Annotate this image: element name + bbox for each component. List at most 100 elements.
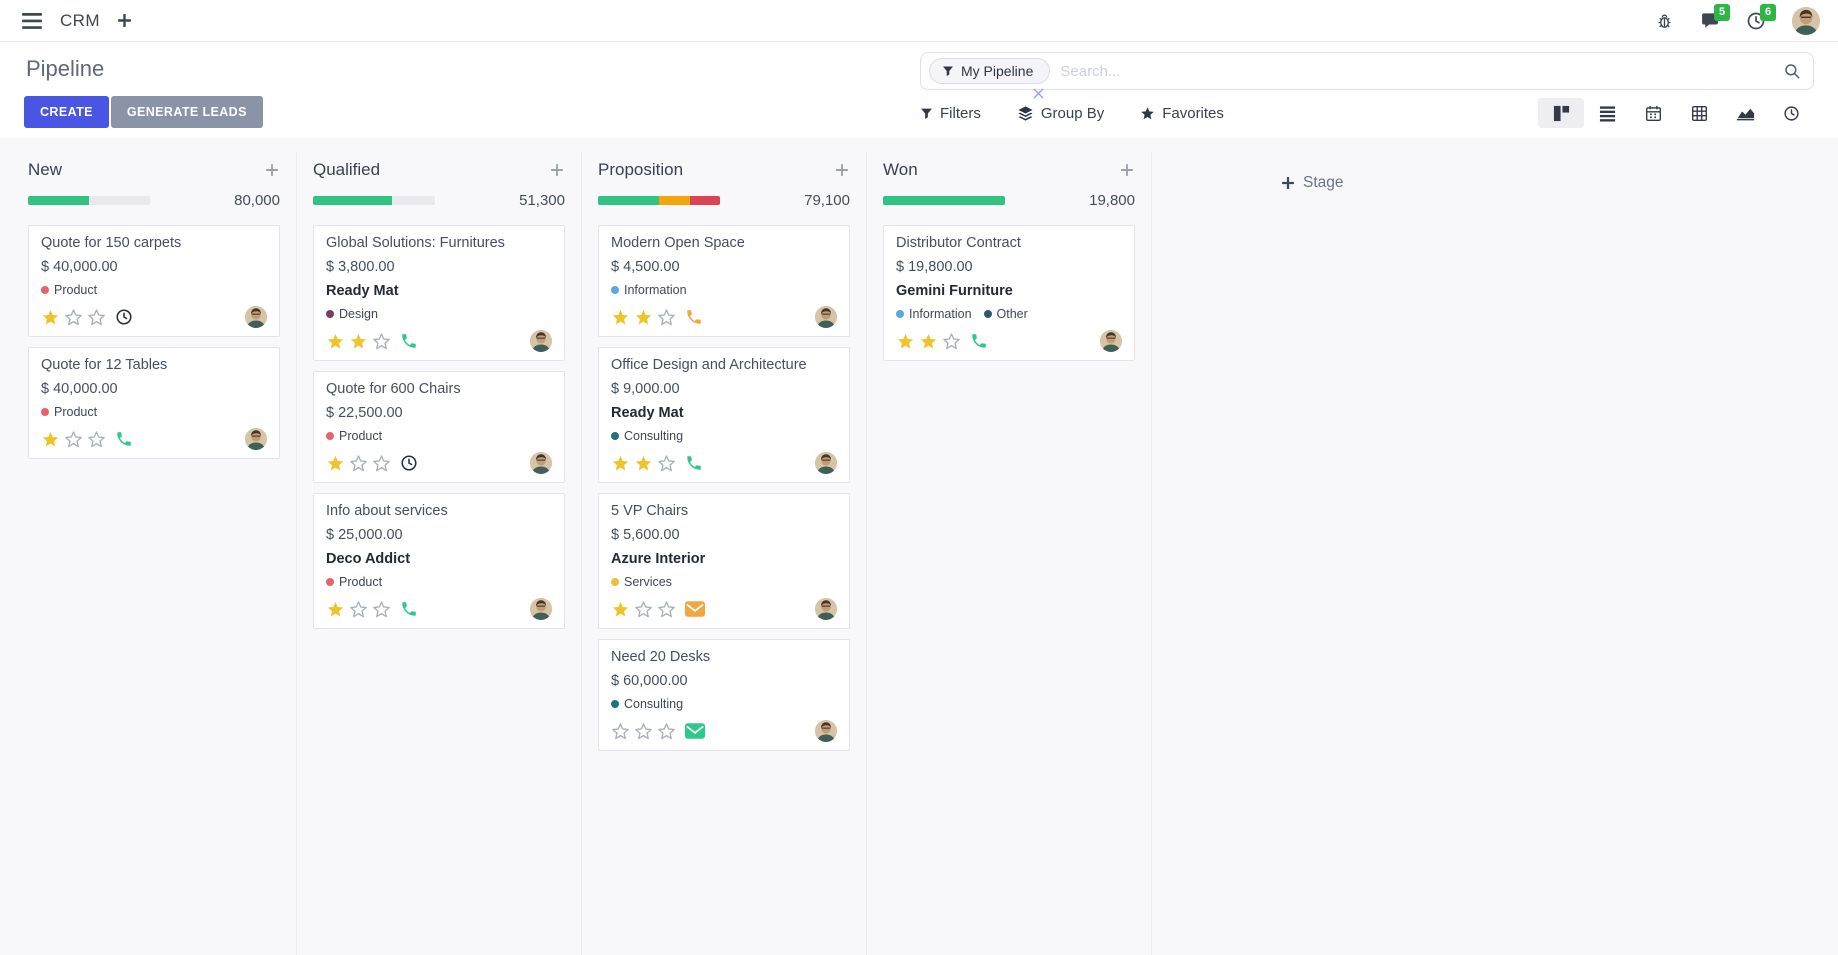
calendar-view-icon[interactable] — [1630, 98, 1676, 128]
column-progressbar[interactable] — [313, 196, 435, 205]
star-empty-icon[interactable] — [657, 722, 676, 741]
search-bar[interactable]: My Pipeline — [920, 52, 1814, 99]
kanban-card[interactable]: Quote for 12 Tables $ 40,000.00 Product — [28, 347, 280, 459]
clock-activity-icon[interactable] — [115, 308, 133, 326]
filters-menu[interactable]: Filters — [920, 105, 981, 122]
progress-segment[interactable] — [689, 196, 720, 205]
debug-bug-icon[interactable] — [1655, 12, 1674, 30]
star-filled-icon[interactable] — [611, 454, 630, 473]
search-input[interactable] — [1050, 62, 1783, 80]
star-empty-icon[interactable] — [87, 430, 106, 449]
add-stage-button[interactable]: Stage — [1282, 174, 1344, 192]
star-filled-icon[interactable] — [611, 308, 630, 327]
star-empty-icon[interactable] — [372, 454, 391, 473]
facet-remove-icon[interactable] — [1033, 88, 1044, 99]
star-rating[interactable] — [41, 430, 106, 449]
apps-menu-icon[interactable] — [18, 9, 46, 33]
plus-icon[interactable] — [114, 10, 135, 31]
star-empty-icon[interactable] — [634, 722, 653, 741]
star-rating[interactable] — [896, 332, 961, 351]
progress-segment[interactable] — [313, 196, 393, 205]
star-filled-icon[interactable] — [896, 332, 915, 351]
search-facet[interactable]: My Pipeline — [929, 58, 1051, 84]
star-empty-icon[interactable] — [372, 600, 391, 619]
star-rating[interactable] — [41, 308, 106, 327]
star-rating[interactable] — [326, 454, 391, 473]
star-empty-icon[interactable] — [942, 332, 961, 351]
kanban-card[interactable]: Info about services $ 25,000.00 Deco Addic… — [313, 493, 565, 629]
phone-activity-icon[interactable] — [115, 430, 133, 448]
kanban-card[interactable]: Need 20 Desks $ 60,000.00 Consulting — [598, 639, 850, 751]
star-filled-icon[interactable] — [611, 600, 630, 619]
add-record-plus-icon[interactable] — [834, 162, 850, 178]
phone-activity-icon[interactable] — [685, 308, 703, 326]
phone-activity-icon[interactable] — [685, 454, 703, 472]
star-empty-icon[interactable] — [64, 308, 83, 327]
add-record-plus-icon[interactable] — [1119, 162, 1135, 178]
group-by-menu[interactable]: Group By — [1017, 105, 1104, 122]
star-empty-icon[interactable] — [611, 722, 630, 741]
list-view-icon[interactable] — [1584, 98, 1630, 128]
app-name[interactable]: CRM — [60, 10, 100, 30]
envelope-activity-icon[interactable] — [685, 601, 705, 617]
star-empty-icon[interactable] — [64, 430, 83, 449]
phone-activity-icon[interactable] — [400, 600, 418, 618]
star-empty-icon[interactable] — [657, 308, 676, 327]
progress-segment[interactable] — [28, 196, 89, 205]
add-record-plus-icon[interactable] — [549, 162, 565, 178]
kanban-card[interactable]: Global Solutions: Furnitures $ 3,800.00 Re… — [313, 225, 565, 361]
star-empty-icon[interactable] — [634, 600, 653, 619]
clock-activity-icon[interactable] — [400, 454, 418, 472]
favorites-menu[interactable]: Favorites — [1140, 105, 1224, 122]
generate-leads-button[interactable]: GENERATE LEADS — [110, 96, 263, 128]
activities-clock-icon[interactable]: 6 — [1746, 3, 1777, 31]
star-empty-icon[interactable] — [349, 600, 368, 619]
search-magnifier-icon[interactable] — [1783, 62, 1801, 80]
kanban-card[interactable]: Quote for 150 carpets $ 40,000.00 Product — [28, 225, 280, 337]
kanban-card[interactable]: 5 VP Chairs $ 5,600.00 Azure Interior Servi… — [598, 493, 850, 629]
user-avatar[interactable] — [1792, 6, 1820, 35]
star-filled-icon[interactable] — [634, 308, 653, 327]
star-filled-icon[interactable] — [326, 454, 345, 473]
star-filled-icon[interactable] — [634, 454, 653, 473]
phone-activity-icon[interactable] — [400, 332, 418, 350]
star-empty-icon[interactable] — [657, 454, 676, 473]
star-empty-icon[interactable] — [87, 308, 106, 327]
column-progressbar[interactable] — [598, 196, 720, 205]
star-filled-icon[interactable] — [326, 600, 345, 619]
star-empty-icon[interactable] — [349, 454, 368, 473]
kanban-view-icon[interactable] — [1538, 98, 1584, 128]
kanban-card[interactable]: Quote for 600 Chairs $ 22,500.00 Product — [313, 371, 565, 483]
star-rating[interactable] — [611, 722, 676, 741]
kanban-card[interactable]: Modern Open Space $ 4,500.00 Information — [598, 225, 850, 337]
progress-segment[interactable] — [598, 196, 659, 205]
star-filled-icon[interactable] — [326, 332, 345, 351]
star-rating[interactable] — [326, 600, 391, 619]
card-amount: $ 40,000.00 — [41, 259, 118, 275]
star-empty-icon[interactable] — [372, 332, 391, 351]
star-rating[interactable] — [611, 600, 676, 619]
star-rating[interactable] — [611, 454, 676, 473]
column-progressbar[interactable] — [883, 196, 1005, 205]
graph-view-icon[interactable] — [1722, 98, 1768, 128]
star-filled-icon[interactable] — [349, 332, 368, 351]
kanban-card[interactable]: Distributor Contract $ 19,800.00 Gemini Fu… — [883, 225, 1135, 361]
kanban-card[interactable]: Office Design and Architecture $ 9,000.00… — [598, 347, 850, 483]
pivot-view-icon[interactable] — [1676, 98, 1722, 128]
column-progressbar[interactable] — [28, 196, 150, 205]
progress-segment[interactable] — [883, 196, 1005, 205]
phone-activity-icon[interactable] — [970, 332, 988, 350]
star-rating[interactable] — [326, 332, 391, 351]
star-filled-icon[interactable] — [41, 308, 60, 327]
star-filled-icon[interactable] — [41, 430, 60, 449]
create-button[interactable]: CREATE — [24, 96, 109, 128]
star-rating[interactable] — [611, 308, 676, 327]
star-empty-icon[interactable] — [657, 600, 676, 619]
card-footer — [326, 598, 552, 620]
progress-segment[interactable] — [659, 196, 690, 205]
messages-icon[interactable]: 5 — [1700, 4, 1731, 30]
add-record-plus-icon[interactable] — [264, 162, 280, 178]
activity-view-icon[interactable] — [1768, 98, 1814, 128]
envelope-activity-icon[interactable] — [685, 723, 705, 739]
star-filled-icon[interactable] — [919, 332, 938, 351]
